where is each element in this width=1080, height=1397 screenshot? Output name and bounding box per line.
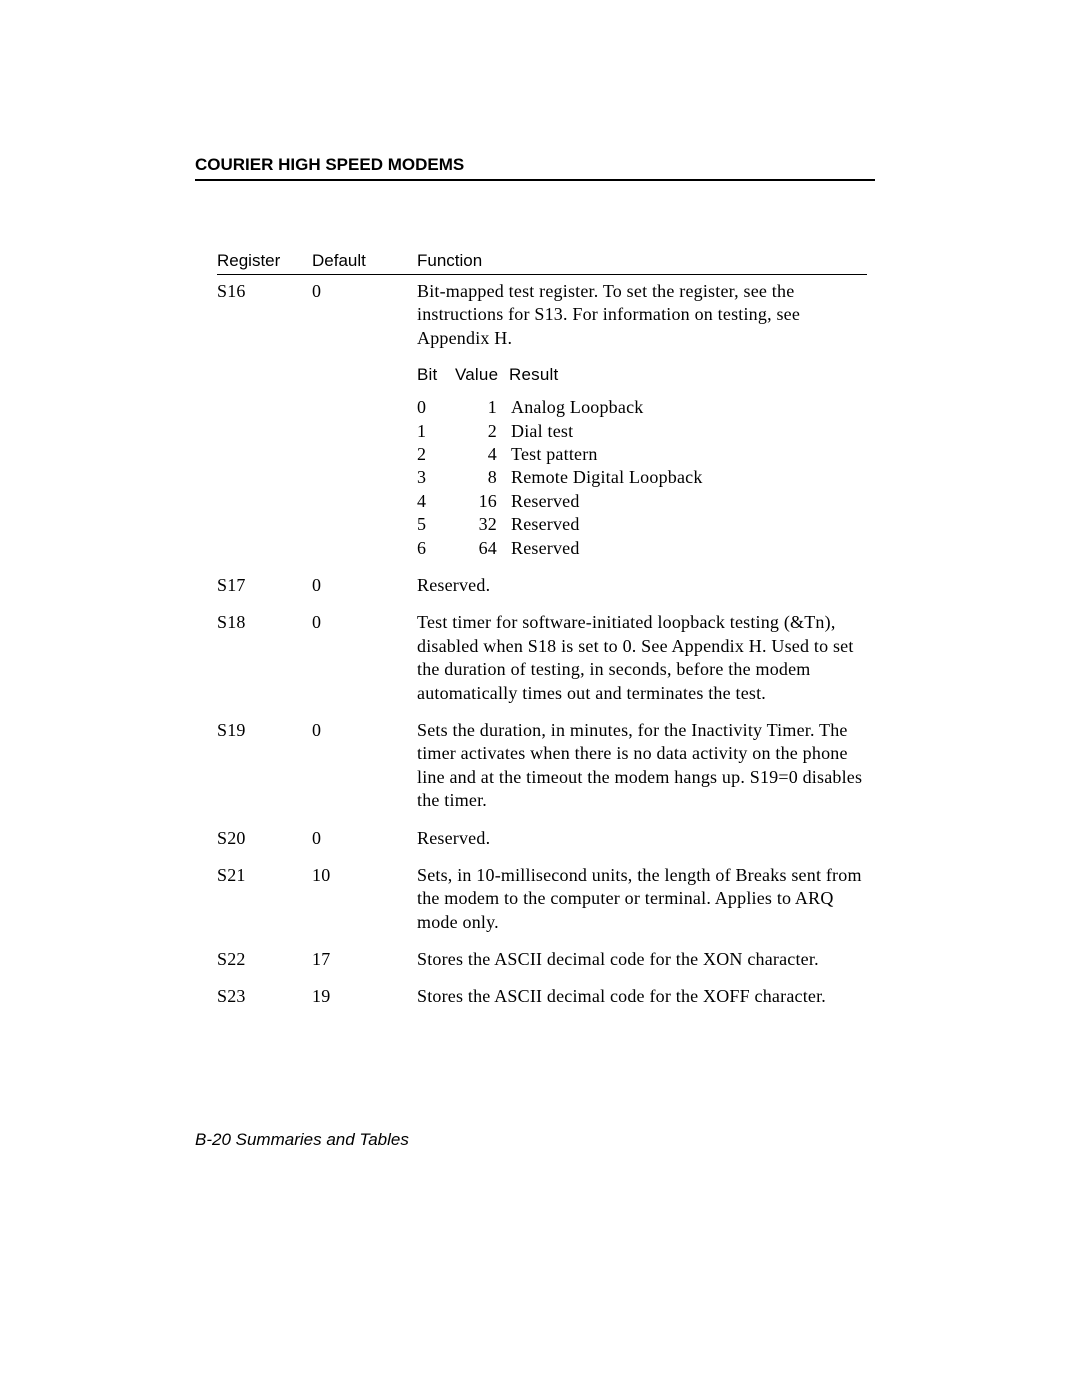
cell-function: Reserved. (417, 574, 867, 597)
bit-v: 64 (455, 537, 511, 560)
bit-row: 416Reserved (417, 490, 867, 513)
table-column-headers: Register Default Function (217, 251, 867, 275)
bit-table-header: BitValueResult (417, 364, 867, 386)
bit-v: 8 (455, 466, 511, 489)
bit-header-value: Value (455, 364, 509, 386)
bit-v: 2 (455, 420, 511, 443)
cell-register: S16 (217, 280, 312, 560)
cell-register: S21 (217, 864, 312, 934)
bit-r: Remote Digital Loopback (511, 467, 703, 487)
col-header-default: Default (312, 251, 417, 271)
bit-b: 5 (417, 513, 455, 536)
cell-function: Stores the ASCII decimal code for the XO… (417, 985, 867, 1008)
table-row: S16 0 Bit-mapped test register. To set t… (217, 280, 867, 560)
bit-v: 1 (455, 396, 511, 419)
bit-b: 0 (417, 396, 455, 419)
cell-default: 0 (312, 719, 417, 813)
table-row: S18 0 Test timer for software-initiated … (217, 611, 867, 705)
bit-v: 4 (455, 443, 511, 466)
cell-function: Bit-mapped test register. To set the reg… (417, 280, 867, 560)
cell-function: Test timer for software-initiated loopba… (417, 611, 867, 705)
cell-default: 10 (312, 864, 417, 934)
bit-r: Analog Loopback (511, 397, 643, 417)
bit-row: 38Remote Digital Loopback (417, 466, 867, 489)
cell-default: 19 (312, 985, 417, 1008)
bit-header-bit: Bit (417, 364, 455, 386)
page-content: COURIER HIGH SPEED MODEMS Register Defau… (195, 155, 875, 1023)
bit-r: Reserved (511, 538, 580, 558)
bit-b: 6 (417, 537, 455, 560)
cell-function: Reserved. (417, 827, 867, 850)
bit-b: 2 (417, 443, 455, 466)
cell-default: 0 (312, 280, 417, 560)
bit-b: 3 (417, 466, 455, 489)
bit-table-body: 01Analog Loopback 12Dial test 24Test pat… (417, 396, 867, 560)
cell-default: 0 (312, 611, 417, 705)
cell-default: 0 (312, 827, 417, 850)
cell-function: Sets, in 10-millisecond units, the lengt… (417, 864, 867, 934)
cell-register: S22 (217, 948, 312, 971)
cell-function: Sets the duration, in minutes, for the I… (417, 719, 867, 813)
bit-v: 16 (455, 490, 511, 513)
bit-r: Dial test (511, 421, 573, 441)
bit-row: 12Dial test (417, 420, 867, 443)
cell-default: 17 (312, 948, 417, 971)
cell-register: S19 (217, 719, 312, 813)
bit-r: Reserved (511, 491, 580, 511)
table-row: S22 17 Stores the ASCII decimal code for… (217, 948, 867, 971)
bit-v: 32 (455, 513, 511, 536)
bit-row: 664Reserved (417, 537, 867, 560)
cell-default: 0 (312, 574, 417, 597)
bit-row: 24Test pattern (417, 443, 867, 466)
bit-row: 532Reserved (417, 513, 867, 536)
bit-r: Reserved (511, 514, 580, 534)
bit-row: 01Analog Loopback (417, 396, 867, 419)
table-row: S20 0 Reserved. (217, 827, 867, 850)
bit-r: Test pattern (511, 444, 598, 464)
cell-function: Stores the ASCII decimal code for the XO… (417, 948, 867, 971)
bit-b: 4 (417, 490, 455, 513)
table-row: S23 19 Stores the ASCII decimal code for… (217, 985, 867, 1008)
cell-register: S20 (217, 827, 312, 850)
register-table: Register Default Function S16 0 Bit-mapp… (217, 251, 867, 1009)
col-header-register: Register (217, 251, 312, 271)
table-row: S21 10 Sets, in 10-millisecond units, th… (217, 864, 867, 934)
bit-header-result: Result (509, 365, 558, 384)
cell-register: S23 (217, 985, 312, 1008)
page-footer: B-20 Summaries and Tables (195, 1130, 409, 1150)
table-row: S17 0 Reserved. (217, 574, 867, 597)
s16-description: Bit-mapped test register. To set the reg… (417, 280, 867, 350)
cell-register: S18 (217, 611, 312, 705)
document-header: COURIER HIGH SPEED MODEMS (195, 155, 875, 181)
col-header-function: Function (417, 251, 867, 271)
bit-b: 1 (417, 420, 455, 443)
table-row: S19 0 Sets the duration, in minutes, for… (217, 719, 867, 813)
cell-register: S17 (217, 574, 312, 597)
